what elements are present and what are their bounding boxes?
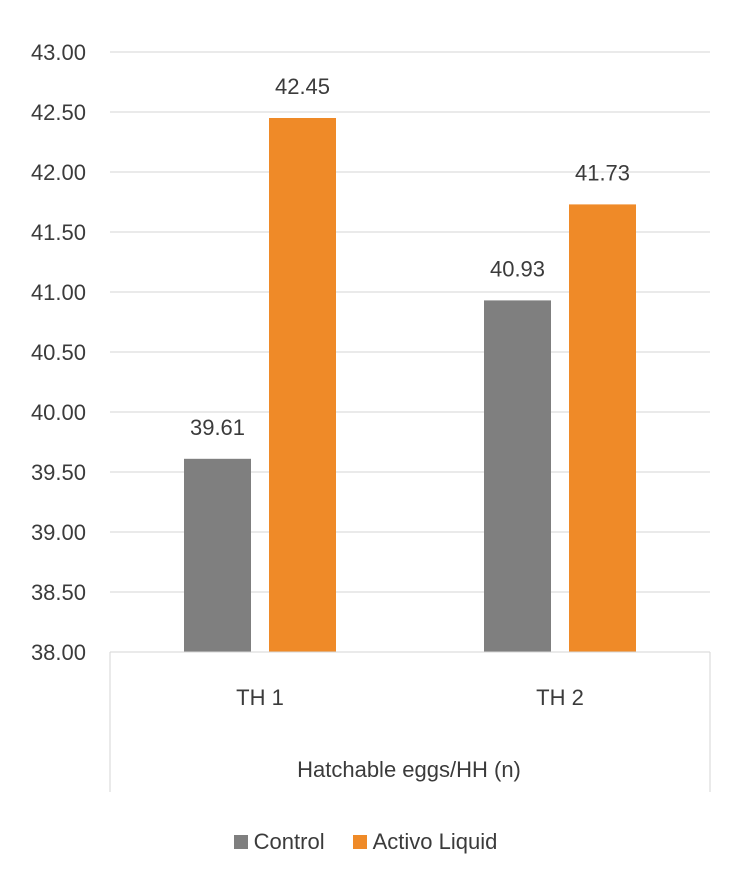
y-tick-label: 40.50 (31, 340, 86, 365)
bar-control-th-1 (184, 459, 251, 652)
legend-label-control: Control (254, 829, 325, 855)
y-tick-label: 39.00 (31, 520, 86, 545)
y-tick-label: 42.50 (31, 100, 86, 125)
legend-swatch-activo-liquid (353, 835, 367, 849)
legend-label-activo-liquid: Activo Liquid (373, 829, 498, 855)
x-tick-label: TH 1 (236, 685, 284, 710)
y-tick-label: 43.00 (31, 40, 86, 65)
bar-control-th-2 (484, 300, 551, 652)
data-label: 42.45 (275, 74, 330, 99)
y-tick-label: 38.00 (31, 640, 86, 665)
data-label: 41.73 (575, 160, 630, 185)
x-axis-title: Hatchable eggs/HH (n) (297, 757, 521, 782)
y-tick-label: 39.50 (31, 460, 86, 485)
y-tick-label: 38.50 (31, 580, 86, 605)
y-axis: 38.00 38.50 39.00 39.50 40.00 40.50 41.00 41.50… (31, 40, 86, 665)
data-label: 39.61 (190, 415, 245, 440)
data-labels: 39.61 42.45 40.93 41.73 (190, 74, 630, 440)
y-tick-label: 40.00 (31, 400, 86, 425)
bars (184, 118, 636, 652)
legend-item-activo-liquid: Activo Liquid (353, 829, 498, 855)
bar-activo-liquid-th-2 (569, 204, 636, 652)
y-tick-label: 41.50 (31, 220, 86, 245)
legend-swatch-control (234, 835, 248, 849)
data-label: 40.93 (490, 256, 545, 281)
y-tick-label: 41.00 (31, 280, 86, 305)
legend-item-control: Control (234, 829, 325, 855)
legend: Control Activo Liquid (0, 822, 731, 862)
bar-activo-liquid-th-1 (269, 118, 336, 652)
y-tick-label: 42.00 (31, 160, 86, 185)
x-tick-label: TH 2 (536, 685, 584, 710)
